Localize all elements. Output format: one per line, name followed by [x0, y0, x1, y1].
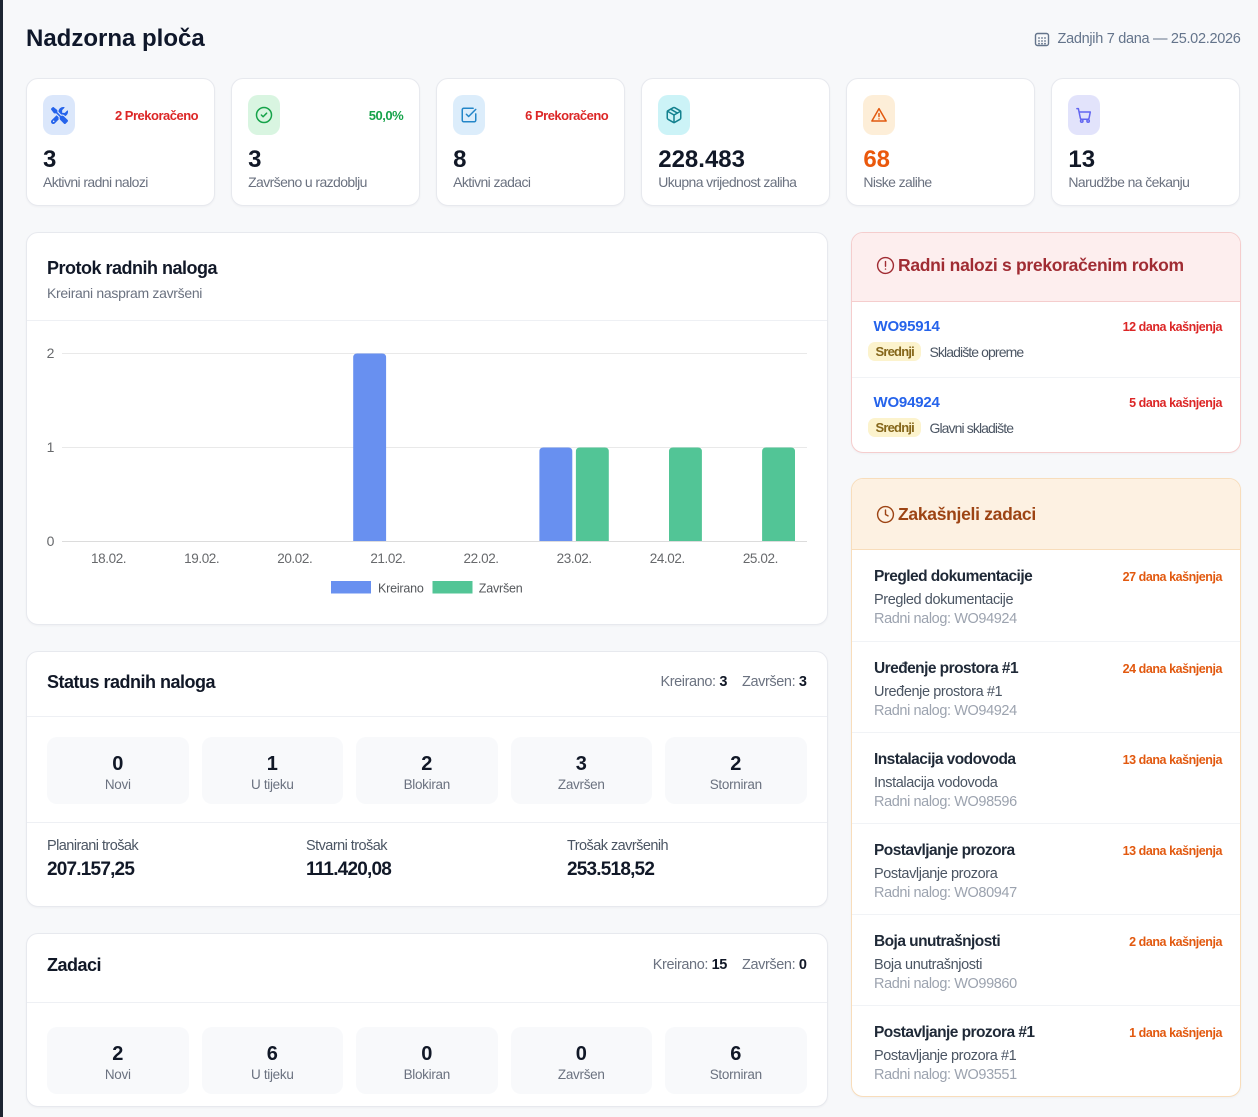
svg-text:1: 1 [47, 439, 55, 455]
svg-text:21.02.: 21.02. [370, 551, 405, 566]
svg-text:23.02.: 23.02. [557, 551, 592, 566]
svg-text:18.02.: 18.02. [91, 551, 126, 566]
svg-text:19.02.: 19.02. [184, 551, 219, 566]
svg-text:2: 2 [47, 345, 55, 361]
svg-text:20.02.: 20.02. [277, 551, 312, 566]
svg-text:Završen: Završen [479, 582, 523, 596]
svg-text:24.02.: 24.02. [650, 551, 685, 566]
svg-text:Kreirano: Kreirano [378, 582, 424, 596]
svg-text:25.02.: 25.02. [743, 551, 778, 566]
svg-text:22.02.: 22.02. [464, 551, 499, 566]
svg-text:0: 0 [47, 533, 55, 549]
